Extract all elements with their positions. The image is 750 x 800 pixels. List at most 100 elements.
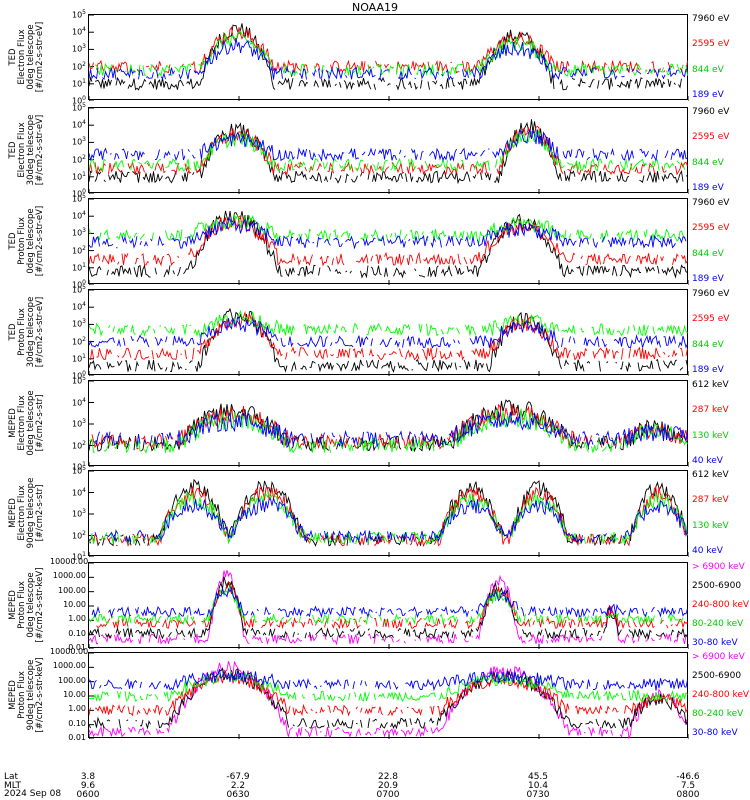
legend-entry: 2595 eV: [692, 39, 730, 50]
series-trace: [89, 215, 688, 242]
chart-panel-8: [88, 652, 689, 739]
x-tick-hhmm: 0730: [526, 790, 550, 800]
series-trace: [89, 30, 688, 78]
series-trace: [89, 669, 688, 692]
legend-entry: 40 keV: [692, 456, 723, 466]
y-tick-label: 105: [71, 102, 86, 113]
y-tick-label: 103: [71, 227, 86, 239]
y-axis-label-line: [#/cm2-s-str-eV]: [35, 114, 45, 186]
y-tick-label: 105: [71, 465, 86, 476]
series-trace: [89, 316, 688, 349]
y-tick-label: 104: [71, 396, 86, 408]
legend-entry: 189 eV: [692, 274, 724, 284]
legend-entry: 189 eV: [692, 90, 724, 100]
y-axis-label-line: [#/cm2-s-str-keV]: [35, 657, 45, 733]
chart-panel-2: [88, 107, 689, 194]
y-tick-label: 104: [71, 486, 86, 498]
series-trace: [89, 670, 688, 703]
x-tick-hhmm: 0800: [676, 790, 700, 800]
legend-entry: 189 eV: [692, 365, 724, 375]
y-tick-label: 1.00: [68, 614, 86, 624]
legend-entry: 7960 eV: [692, 289, 730, 299]
y-axis-label: TED Electron Flux 0deg telescope [#/cm2-s-s…: [8, 12, 45, 102]
series-trace: [89, 38, 688, 81]
y-tick-label: 1000.00: [52, 571, 86, 581]
y-tick-label: 1000.00: [52, 661, 86, 671]
series-trace: [89, 217, 687, 250]
y-tick-label: 10.00: [63, 690, 86, 699]
y-tick-label: 104: [71, 119, 86, 130]
y-tick-label: 105: [71, 193, 86, 204]
series-trace: [89, 569, 688, 646]
y-tick-label: 104: [71, 26, 86, 37]
y-tick-label: 0.10: [68, 718, 86, 728]
legend-entry: 287 keV: [692, 405, 729, 416]
y-tick-label: 101: [71, 551, 86, 562]
y-tick-label: 101: [71, 352, 86, 364]
legend-entry: 2595 eV: [692, 223, 730, 234]
y-tick-label: 102: [71, 439, 86, 451]
series-trace: [90, 496, 688, 544]
legend-entry: 7960 eV: [692, 14, 730, 24]
y-tick-label: 102: [71, 153, 86, 165]
x-date-label: 2024 Sep 08: [4, 789, 62, 799]
y-tick-label: 101: [71, 170, 86, 182]
y-tick-label: 101: [71, 461, 86, 472]
legend-entry: > 6900 keV: [692, 652, 745, 662]
y-tick-label: 104: [71, 210, 86, 221]
chart-panel-3: [88, 198, 689, 285]
y-tick-label: 0.01: [68, 733, 86, 742]
legend-entry: 844 eV: [692, 157, 724, 168]
y-axis-label: MEPED Proton Flux 90deg telescope [#/cm2-s-…: [8, 650, 45, 740]
legend-entry: 2595 eV: [692, 132, 730, 143]
x-tick-hhmm: 0630: [226, 790, 250, 800]
y-axis-label: TED Electron Flux 30deg telescope [#/cm2-s-…: [8, 105, 45, 195]
legend-entry: 240-800 keV: [692, 690, 750, 700]
chart-panel-plot: [89, 563, 689, 649]
y-tick-label: 102: [71, 244, 86, 256]
legend-entry: 130 keV: [692, 430, 729, 441]
y-axis-label: TED Proton Flux 30deg telescope [#/cm2-s-st…: [8, 287, 45, 377]
chart-panel-6: [88, 470, 689, 557]
series-trace: [89, 127, 688, 163]
x-tick-mlt: 20.9: [377, 781, 399, 791]
y-tick-label: 105: [71, 284, 86, 295]
legend-entry: 80-240 keV: [692, 619, 744, 629]
y-axis-label-line: [#/cm2-s-str-eV]: [35, 296, 45, 368]
y-tick-label: 100: [71, 188, 86, 199]
legend-entry: 30-80 keV: [692, 638, 738, 648]
legend-entry: 80-240 keV: [692, 709, 744, 719]
legend-entry: 189 eV: [692, 183, 724, 193]
series-trace: [93, 411, 688, 449]
x-tick-hhmm: 0600: [76, 790, 100, 800]
legend-entry: 612 keV: [692, 380, 729, 390]
y-tick-label: 100.00: [58, 675, 86, 685]
chart-panel-7: [88, 562, 689, 649]
chart-panel-plot: [89, 199, 689, 285]
y-tick-label: 102: [71, 60, 86, 72]
chart-panel-plot: [89, 653, 689, 739]
legend-entry: 130 keV: [692, 520, 729, 531]
legend-entry: 2500-6900: [692, 581, 742, 591]
y-axis-label-line: [#/cm2-s-str-eV]: [35, 21, 45, 93]
legend-entry: 844 eV: [692, 339, 724, 350]
legend-entry: 7960 eV: [692, 107, 730, 117]
y-tick-label: 100: [71, 95, 86, 106]
y-tick-label: 102: [71, 335, 86, 347]
y-axis-label-line: [#/cm2-s-str]: [35, 394, 45, 452]
y-axis-label-line: [#/cm2-s-str-keV]: [35, 567, 45, 643]
y-axis-label: MEPED Electron Flux 0deg telescope [#/cm2-s…: [8, 378, 45, 468]
legend-entry: 40 keV: [692, 546, 723, 556]
series-trace: [89, 310, 688, 339]
chart-panel-plot: [89, 381, 689, 467]
y-tick-label: 103: [71, 318, 86, 330]
x-row-label-mlt: MLT: [4, 781, 22, 791]
chart-panel-4: [88, 289, 689, 376]
x-tick-lat: -67.9: [226, 772, 250, 782]
series-trace: [89, 576, 688, 640]
legend-entry: 7960 eV: [692, 198, 730, 208]
series-trace: [89, 119, 688, 185]
y-tick-label: 103: [71, 508, 86, 519]
y-tick-label: 102: [71, 529, 86, 541]
y-axis-label: MEPED Electron Flux 90deg telescope [#/cm2-…: [8, 468, 45, 558]
